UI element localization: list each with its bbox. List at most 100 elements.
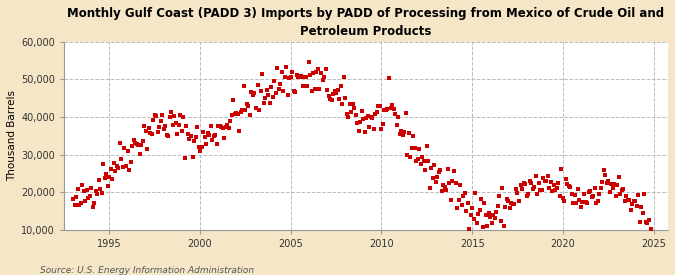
Point	[232, 112, 243, 117]
Point	[236, 109, 246, 114]
Point	[149, 113, 160, 117]
Point	[500, 205, 511, 210]
Point	[139, 123, 150, 128]
Point	[321, 88, 332, 92]
Point	[488, 213, 499, 218]
Point	[630, 199, 641, 203]
Point	[263, 93, 273, 97]
Point	[535, 188, 545, 192]
Point	[642, 221, 653, 225]
Point	[420, 168, 431, 172]
Point	[533, 181, 544, 186]
Point	[92, 191, 103, 196]
Point	[438, 182, 449, 187]
Point	[217, 126, 228, 130]
Point	[264, 101, 275, 106]
Point	[308, 71, 319, 76]
Point	[240, 108, 251, 112]
Point	[444, 181, 455, 185]
Point	[450, 181, 461, 185]
Point	[81, 188, 92, 192]
Point	[290, 90, 300, 94]
Point	[358, 117, 369, 121]
Point	[292, 72, 302, 77]
Point	[609, 182, 620, 186]
Point	[426, 166, 437, 170]
Point	[571, 201, 582, 205]
Point	[461, 208, 472, 213]
Point	[476, 197, 487, 201]
Point	[137, 139, 148, 144]
Point	[446, 198, 456, 202]
Point	[119, 146, 130, 150]
Point	[187, 155, 198, 159]
Point	[564, 184, 574, 189]
Point	[300, 75, 311, 79]
Point	[75, 201, 86, 206]
Point	[393, 115, 404, 119]
Point	[124, 167, 134, 172]
Point	[151, 114, 161, 118]
Point	[148, 118, 159, 123]
Point	[591, 201, 601, 205]
Point	[255, 88, 266, 93]
Point	[626, 208, 637, 212]
Point	[503, 199, 514, 203]
Point	[536, 188, 547, 193]
Point	[275, 81, 286, 86]
Point	[71, 195, 82, 200]
Point	[387, 103, 398, 107]
Point	[565, 185, 576, 189]
Point	[105, 167, 116, 171]
Point	[323, 94, 334, 98]
Point	[364, 125, 375, 130]
Point	[482, 224, 493, 228]
Point	[194, 149, 205, 153]
Point	[172, 131, 183, 136]
Point	[304, 60, 315, 64]
Point	[487, 221, 497, 225]
Point	[409, 145, 420, 150]
Point	[641, 220, 651, 225]
Point	[494, 194, 505, 198]
Point	[606, 182, 617, 186]
Point	[449, 169, 460, 174]
Point	[524, 179, 535, 184]
Point	[267, 94, 278, 99]
Point	[305, 73, 316, 77]
Point	[113, 166, 124, 170]
Point	[200, 141, 211, 146]
Point	[544, 186, 555, 191]
Point	[603, 179, 614, 183]
Point	[542, 174, 553, 178]
Point	[143, 126, 154, 130]
Point	[371, 109, 382, 114]
Point	[349, 106, 360, 110]
Point	[238, 84, 249, 88]
Point	[333, 97, 344, 101]
Point	[169, 114, 180, 118]
Point	[385, 106, 396, 110]
Point	[618, 187, 628, 191]
Point	[447, 179, 458, 183]
Point	[608, 186, 618, 190]
Point	[538, 176, 549, 180]
Point	[408, 134, 418, 138]
Point	[250, 106, 261, 110]
Point	[556, 167, 567, 171]
Point	[302, 84, 313, 88]
Point	[226, 112, 237, 117]
Point	[249, 91, 260, 95]
Point	[144, 131, 155, 135]
Point	[80, 199, 90, 203]
Point	[418, 159, 429, 163]
Point	[427, 175, 438, 180]
Point	[348, 102, 358, 107]
Point	[369, 126, 379, 131]
Point	[284, 76, 295, 80]
Point	[516, 187, 527, 191]
Point	[477, 225, 488, 229]
Point	[136, 143, 146, 148]
Point	[421, 144, 432, 148]
Point	[121, 164, 132, 168]
